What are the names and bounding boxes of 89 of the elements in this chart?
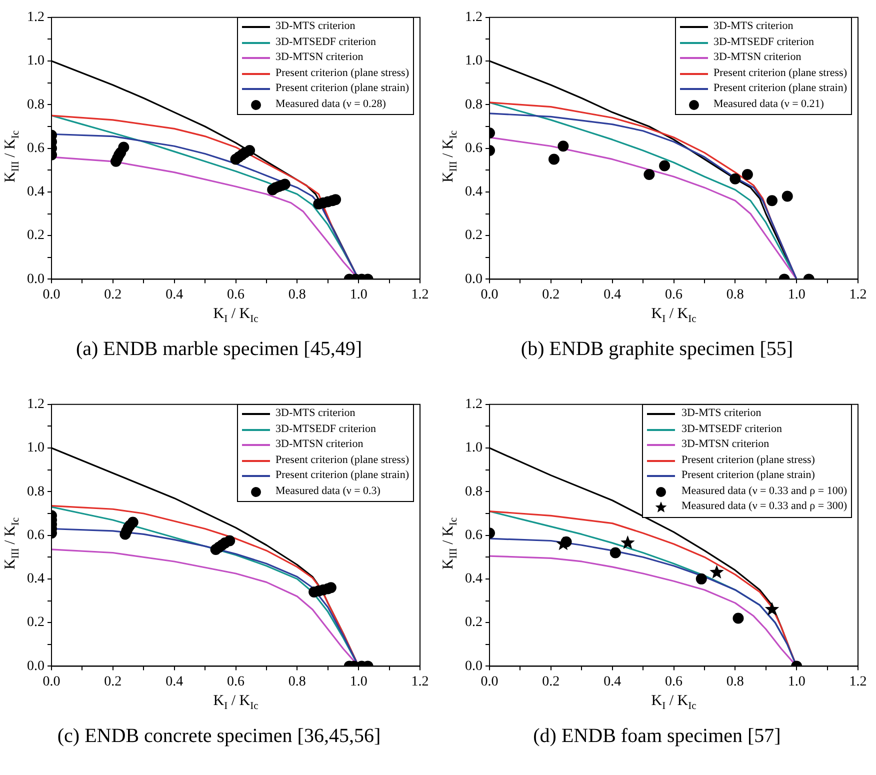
- y-tick-label: 0.0: [465, 658, 482, 674]
- x-tick-label: 0.2: [542, 287, 560, 302]
- x-tick-label: 0.4: [604, 287, 622, 302]
- x-tick-label: 0.8: [726, 287, 744, 302]
- y-tick-label: 0.4: [27, 572, 44, 587]
- x-tick-label: 1.2: [411, 674, 429, 690]
- y-tick-label: 0.2: [27, 228, 44, 244]
- y-tick-label: 1.2: [27, 397, 44, 412]
- x-tick-label: 1.2: [411, 287, 429, 302]
- y-tick-label: 1.2: [465, 397, 482, 412]
- legend-label: Measured data (ν = 0.33 and ρ = 300): [681, 499, 847, 514]
- y-tick-label: 1.2: [27, 10, 44, 26]
- x-axis-title: K$_{I}$ / K$_{Ic}$: [651, 693, 696, 712]
- legend-label: Measured data (ν = 0.33 and ρ = 100): [681, 484, 847, 499]
- legend-label: 3D-MTSN criterion: [714, 50, 802, 66]
- y-tick-label: 1.0: [465, 54, 482, 69]
- x-tick-label: 1.0: [350, 674, 368, 690]
- legend-label: Measured data (ν = 0.28): [276, 96, 386, 112]
- legend-label: Measured data (ν = 0.3): [276, 484, 380, 499]
- legend-label: 3D-MTS criterion: [276, 406, 356, 422]
- legend-label: Present criterion (plane strain): [276, 468, 409, 484]
- legend-label: 3D-MTSN criterion: [681, 437, 770, 452]
- y-tick-label: 1.0: [465, 440, 482, 456]
- y-tick-label: 0.6: [27, 528, 44, 543]
- y-tick-label: 0.8: [465, 97, 482, 112]
- x-tick-label: 0.6: [665, 674, 682, 690]
- x-tick-label: 0.0: [42, 287, 60, 302]
- legend-label: 3D-MTS criterion: [714, 19, 794, 34]
- text: (a) ENDB marble specimen [45,49]: [74, 338, 363, 361]
- x-tick-label: 0.0: [480, 287, 498, 302]
- legend-label: Present criterion (plane stress): [276, 66, 409, 81]
- x-tick-label: 0.2: [542, 674, 560, 690]
- y-tick-label: 0.4: [465, 572, 482, 587]
- x-tick-label: 0.0: [42, 674, 60, 690]
- y-tick-label: 0.0: [465, 272, 482, 287]
- x-tick-label: 0.0: [480, 674, 498, 690]
- y-tick-label: 0.6: [465, 140, 482, 156]
- x-tick-label: 0.8: [726, 674, 744, 690]
- y-tick-label: 0.0: [27, 272, 44, 287]
- y-tick-label: 0.4: [27, 184, 44, 200]
- x-tick-label: 0.6: [227, 287, 244, 302]
- legend-label: Measured data (ν = 0.21): [714, 96, 824, 112]
- legend-label: Present criterion (plane stress): [681, 452, 815, 468]
- x-tick-label: 0.8: [288, 674, 306, 690]
- y-tick-label: 0.6: [465, 528, 482, 543]
- x-tick-label: 0.2: [104, 674, 122, 690]
- legend-label: Present criterion (plane stress): [276, 452, 409, 468]
- legend-label: Present criterion (plane strain): [681, 468, 815, 484]
- y-tick-label: 1.2: [465, 10, 482, 26]
- x-tick-label: 0.4: [166, 287, 184, 302]
- legend-label: 3D-MTSEDF criterion: [276, 422, 376, 437]
- y-tick-label: 0.2: [465, 228, 482, 244]
- y-tick-label: 0.8: [27, 97, 44, 112]
- y-tick-label: 0.8: [465, 484, 482, 500]
- legend-label: 3D-MTS criterion: [681, 406, 762, 422]
- x-tick-label: 1.0: [350, 287, 368, 302]
- y-tick-label: 0.2: [465, 615, 482, 630]
- x-tick-label: 0.4: [166, 674, 184, 690]
- y-tick-label: 1.0: [27, 440, 44, 456]
- x-tick-label: 1.0: [788, 287, 806, 302]
- x-tick-label: 1.0: [788, 674, 806, 690]
- y-tick-label: 0.0: [27, 658, 44, 674]
- y-tick-label: 0.8: [27, 484, 44, 500]
- x-axis-title: K$_{I}$ / K$_{Ic}$: [213, 693, 258, 712]
- text: (b) ENDB graphite specimen [55]: [520, 338, 794, 361]
- x-tick-label: 0.6: [227, 674, 244, 690]
- x-tick-label: 0.2: [104, 287, 122, 302]
- legend-label: 3D-MTSEDF criterion: [714, 34, 814, 50]
- legend-label: 3D-MTSN criterion: [276, 50, 364, 66]
- x-tick-label: 1.2: [849, 674, 867, 690]
- legend-label: 3D-MTSN criterion: [276, 437, 364, 452]
- text: (d) ENDB foam specimen [57]: [532, 725, 782, 748]
- y-tick-label: 0.4: [465, 184, 482, 200]
- y-tick-label: 0.2: [27, 615, 44, 630]
- legend-label: Present criterion (plane stress): [714, 66, 847, 81]
- legend-label: 3D-MTSEDF criterion: [681, 422, 782, 437]
- legend-label: Present criterion (plane strain): [276, 81, 409, 96]
- y-tick-label: 1.0: [27, 54, 44, 69]
- x-tick-label: 0.4: [604, 674, 622, 690]
- x-tick-label: 0.8: [288, 287, 306, 302]
- x-tick-label: 1.2: [849, 287, 867, 302]
- legend-label: 3D-MTSEDF criterion: [276, 34, 376, 50]
- x-axis-title: K$_{I}$ / K$_{Ic}$: [651, 306, 696, 325]
- legend-label: Present criterion (plane strain): [714, 81, 847, 96]
- x-tick-label: 0.6: [665, 287, 682, 302]
- text: (c) ENDB concrete specimen [36,45,56]: [56, 725, 382, 748]
- x-axis-title: K$_{I}$ / K$_{Ic}$: [213, 306, 258, 325]
- y-tick-label: 0.6: [27, 140, 44, 156]
- legend-label: 3D-MTS criterion: [276, 19, 356, 34]
